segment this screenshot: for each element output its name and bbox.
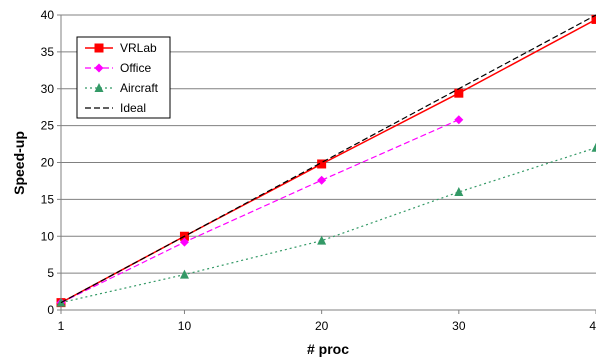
y-tick-label-5: 5 bbox=[47, 266, 54, 280]
legend-label-vrlab: VRLab bbox=[120, 41, 157, 55]
legend-label-aircraft: Aircraft bbox=[120, 81, 159, 95]
legend-marker-aircraft bbox=[94, 83, 104, 92]
data-point-office-20 bbox=[317, 175, 327, 185]
y-tick-labels: 0 5 10 15 20 25 30 35 40 bbox=[41, 8, 55, 317]
data-point-aircraft-20 bbox=[317, 235, 327, 245]
legend-box bbox=[76, 36, 171, 119]
x-tick-label-20: 20 bbox=[315, 319, 329, 333]
data-point-office-30 bbox=[454, 115, 464, 125]
y-axis-title: Speed-up bbox=[11, 131, 27, 195]
y-tick-label-30: 30 bbox=[41, 82, 55, 96]
x-tick-label-10: 10 bbox=[178, 319, 192, 333]
data-point-vrlab-30 bbox=[454, 88, 464, 98]
data-point-office-10 bbox=[179, 237, 189, 247]
y-tick-label-10: 10 bbox=[41, 229, 55, 243]
y-tick-label-20: 20 bbox=[41, 156, 55, 170]
y-tick-label-25: 25 bbox=[41, 119, 55, 133]
series-office bbox=[56, 115, 464, 308]
y-tick-label-40: 40 bbox=[41, 8, 55, 22]
series-aircraft bbox=[56, 142, 596, 307]
series-ideal bbox=[60, 14, 596, 304]
series-line-aircraft bbox=[60, 147, 596, 304]
legend-label-ideal: Ideal bbox=[120, 101, 146, 115]
x-tick-labels: 1 10 20 30 40 bbox=[58, 310, 596, 333]
y-tick-label-15: 15 bbox=[41, 192, 55, 206]
legend-label-office: Office bbox=[120, 61, 151, 75]
series-line-ideal bbox=[60, 14, 596, 304]
gridlines bbox=[57, 14, 596, 311]
series-lines bbox=[56, 14, 596, 308]
legend-item-vrlab: VRLab bbox=[85, 41, 157, 55]
legend: VRLab Office Aircraft Ideal bbox=[76, 36, 171, 119]
y-tick-label-35: 35 bbox=[41, 45, 55, 59]
x-axis-title: # proc bbox=[307, 341, 349, 357]
legend-item-office: Office bbox=[85, 61, 151, 75]
data-point-vrlab-40 bbox=[591, 14, 596, 24]
y-tick-label-0: 0 bbox=[47, 303, 54, 317]
series-line-office bbox=[60, 119, 460, 304]
legend-item-ideal: Ideal bbox=[85, 101, 146, 115]
data-point-aircraft-10 bbox=[179, 269, 189, 279]
data-point-aircraft-30 bbox=[454, 187, 464, 196]
data-point-vrlab-20 bbox=[317, 159, 327, 169]
legend-item-aircraft: Aircraft bbox=[85, 81, 159, 95]
legend-marker-vrlab bbox=[94, 43, 104, 53]
x-tick-label-40: 40 bbox=[589, 319, 596, 333]
x-tick-label-1: 1 bbox=[58, 319, 65, 333]
data-point-aircraft-40 bbox=[591, 142, 596, 152]
legend-marker-office bbox=[94, 63, 104, 73]
x-tick-label-30: 30 bbox=[452, 319, 466, 333]
